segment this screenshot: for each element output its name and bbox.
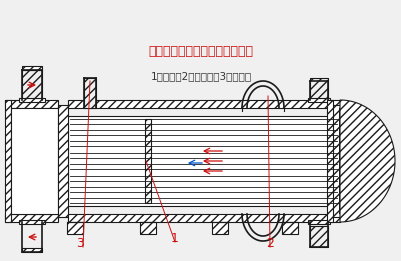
- Bar: [281, 222, 297, 234]
- Bar: [5, 214, 58, 222]
- Bar: [309, 226, 327, 247]
- Polygon shape: [339, 108, 382, 214]
- Bar: [307, 220, 329, 224]
- Polygon shape: [339, 100, 394, 222]
- Bar: [329, 105, 339, 217]
- Text: 具有补唇圈的固定管板式换热器: 具有补唇圈的固定管板式换热器: [148, 44, 253, 57]
- Bar: [68, 214, 339, 222]
- Bar: [22, 66, 42, 70]
- Bar: [22, 70, 42, 98]
- Bar: [307, 98, 329, 102]
- Bar: [68, 100, 339, 108]
- Bar: [22, 248, 42, 252]
- Bar: [68, 116, 339, 206]
- Text: 2: 2: [265, 238, 273, 251]
- Text: 1: 1: [171, 233, 178, 246]
- Bar: [58, 105, 68, 217]
- Bar: [211, 222, 227, 234]
- Bar: [19, 98, 45, 102]
- Bar: [5, 100, 11, 222]
- Bar: [84, 78, 96, 108]
- Text: 1－挡板；2－补唇圈；3－放气嘴: 1－挡板；2－补唇圈；3－放气嘴: [150, 71, 251, 81]
- Bar: [140, 222, 156, 234]
- Bar: [145, 119, 151, 203]
- Bar: [19, 220, 45, 224]
- Bar: [67, 222, 83, 234]
- Bar: [5, 100, 58, 108]
- Bar: [326, 100, 332, 222]
- Bar: [11, 108, 58, 214]
- Bar: [309, 78, 327, 98]
- Text: 3: 3: [76, 238, 84, 251]
